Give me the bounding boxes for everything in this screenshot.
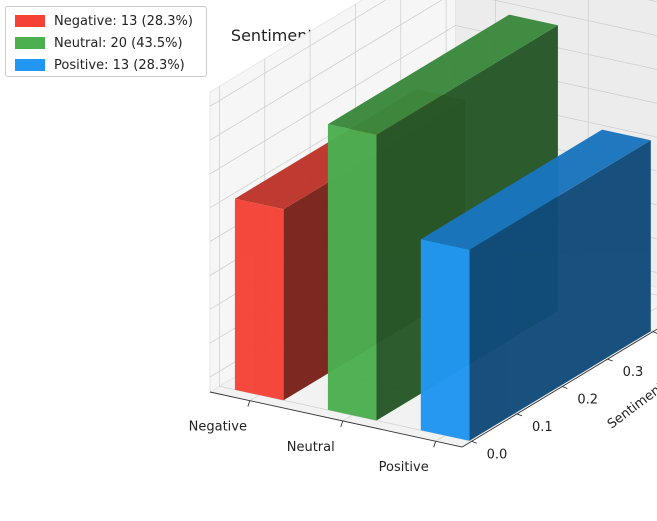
- z-gridline-side: [209, 25, 456, 175]
- legend-label-positive: Positive: 13 (28.3%): [54, 57, 185, 73]
- x-tick: [433, 441, 437, 448]
- legend-item-positive: Positive: 13 (28.3%): [15, 57, 185, 73]
- bar-neutral-front: [327, 124, 377, 421]
- y-tick-label-0-3: 0.3: [623, 365, 644, 380]
- x-tick-label-negative: Negative: [189, 420, 247, 435]
- y-axis-label: Sentiments: [605, 376, 657, 433]
- legend: Negative: 13 (28.3%) Neutral: 20 (43.5%)…: [5, 6, 207, 77]
- legend-label-negative: Negative: 13 (28.3%): [54, 13, 193, 29]
- y-tick: [652, 331, 657, 334]
- z-gridline-back: [491, 0, 657, 37]
- y-tick-label-0-2: 0.2: [577, 392, 598, 407]
- y-tick-label-0-1: 0.1: [532, 420, 553, 435]
- bar-positive-front: [420, 239, 470, 441]
- y-axis-line: [461, 328, 657, 448]
- x-tick: [247, 400, 251, 407]
- y-tick: [607, 358, 613, 362]
- x-tick: [340, 420, 344, 428]
- axes: 0.02.55.07.510.012.515.017.520.00.00.10.…: [189, 328, 657, 475]
- bar-neutral-top: [327, 14, 558, 135]
- bar-positive-side: [469, 140, 651, 441]
- legend-swatch-neutral: [15, 37, 45, 49]
- y-tick: [562, 386, 568, 389]
- legend-swatch-positive: [15, 59, 45, 71]
- x-axis-line: [209, 391, 463, 448]
- z-gridline-side: [209, 0, 387, 107]
- bar-negative-front: [234, 198, 284, 401]
- z-gridline-side: [209, 0, 443, 141]
- legend-swatch-negative: [15, 15, 45, 27]
- y-tick: [516, 413, 523, 417]
- legend-item-negative: Negative: 13 (28.3%): [15, 13, 193, 29]
- y-tick: [471, 440, 477, 444]
- legend-label-neutral: Neutral: 20 (43.5%): [54, 35, 183, 51]
- legend-item-neutral: Neutral: 20 (43.5%): [15, 35, 183, 51]
- bars: [234, 14, 651, 441]
- x-tick-label-neutral: Neutral: [287, 440, 335, 455]
- bar-positive: [420, 129, 651, 441]
- x-tick-label-positive: Positive: [379, 460, 429, 475]
- bar-positive-top: [420, 129, 651, 250]
- y-tick-label-0-0: 0.0: [487, 447, 508, 462]
